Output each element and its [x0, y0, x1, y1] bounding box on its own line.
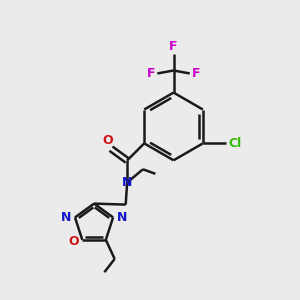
- Text: F: F: [192, 67, 201, 80]
- Text: F: F: [146, 67, 155, 80]
- Text: N: N: [122, 176, 132, 189]
- Text: O: O: [68, 235, 79, 248]
- Text: O: O: [102, 134, 113, 147]
- Text: F: F: [169, 40, 178, 53]
- Text: N: N: [117, 211, 127, 224]
- Text: N: N: [61, 211, 71, 224]
- Text: Cl: Cl: [228, 137, 241, 150]
